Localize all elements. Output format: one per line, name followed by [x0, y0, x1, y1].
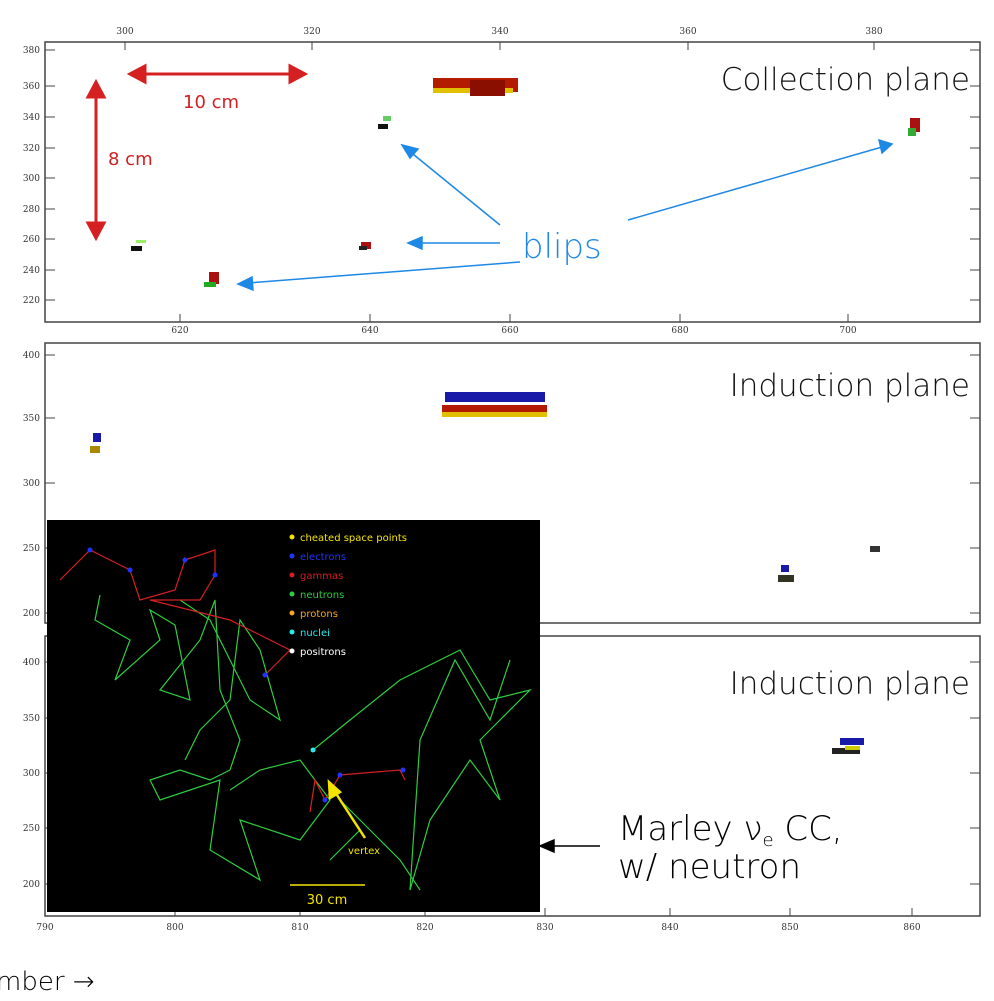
x-tick-label: 300: [116, 27, 133, 37]
inset-points: [87, 547, 406, 803]
legend-marker: [289, 534, 295, 540]
x-tick-label: 320: [303, 27, 320, 37]
legend-label: cheated space points: [300, 533, 407, 544]
y-tick-label: 360: [23, 82, 40, 92]
legend-label: positrons: [300, 647, 346, 658]
blip-arrows: [236, 138, 894, 292]
x-tick-label: 820: [416, 923, 433, 933]
panel-label: Induction plane: [730, 368, 970, 404]
axis-label: mber →: [0, 967, 95, 997]
y-tick-label: 350: [23, 414, 40, 424]
x-tick-label: 840: [661, 923, 678, 933]
legend-label: protons: [300, 609, 338, 620]
x-tick-label: 360: [679, 27, 696, 37]
annotation-arrows: [85, 63, 309, 242]
caption-arrow: [538, 838, 600, 854]
y-tick-label: 380: [23, 46, 40, 56]
legend-label: nuclei: [300, 628, 330, 639]
inset-annotation: vertex: [348, 846, 380, 857]
y-tick-label: 300: [23, 174, 40, 184]
x-tick-label: 700: [839, 326, 856, 336]
y-tick-label: 200: [23, 880, 40, 890]
caption-text: Marley ν: [618, 809, 762, 849]
y-tick-label: 300: [23, 769, 40, 779]
y-tick-label: 220: [23, 296, 40, 306]
legend-marker: [289, 629, 295, 635]
caption: w/ neutron: [618, 847, 801, 887]
panel-label: Collection plane: [721, 62, 970, 98]
x-tick-label: 810: [291, 923, 308, 933]
x-tick-label: 340: [491, 27, 508, 37]
y-tick-label: 260: [23, 235, 40, 245]
panel-label: Induction plane: [730, 666, 970, 702]
x-tick-label: 800: [166, 923, 183, 933]
y-tick-label: 250: [23, 824, 40, 834]
hits: [90, 392, 880, 582]
legend-marker: [289, 572, 295, 578]
y-tick-label: 300: [23, 479, 40, 489]
inset: [47, 520, 540, 912]
legend-label: electrons: [300, 552, 346, 563]
legend-label: neutrons: [300, 590, 344, 601]
hits: [131, 78, 920, 287]
y-tick-label: 400: [23, 658, 40, 668]
legend-marker: [289, 610, 295, 616]
x-tick-label: 640: [361, 326, 378, 336]
hits: [832, 738, 864, 754]
legend-label: gammas: [300, 571, 343, 582]
y-tick-label: 350: [23, 714, 40, 724]
x-tick-label: 620: [171, 326, 188, 336]
inset-legend: cheated space points electrons gammas neutr…: [289, 533, 407, 658]
x-tick-label: 830: [536, 923, 553, 933]
x-tick-label: 660: [501, 326, 518, 336]
caption-text: CC,: [774, 809, 843, 849]
y-tick-label: 400: [23, 351, 40, 361]
y-tick-label: 200: [23, 609, 40, 619]
y-tick-label: 280: [23, 205, 40, 215]
y-tick-label: 240: [23, 266, 40, 276]
x-tick-label: 860: [903, 923, 920, 933]
y-tick-label: 320: [23, 144, 40, 154]
legend-marker: [289, 553, 295, 559]
tick-group: 380 360 340 320 300 280 260 240 220 300 320 340 360 3…: [23, 27, 980, 933]
legend-marker: [289, 648, 295, 654]
y-tick-label: 340: [23, 113, 40, 123]
annotation: blips: [522, 227, 602, 267]
inset-annotation: 30 cm: [307, 893, 348, 908]
caption: Marley νe CC,: [618, 809, 843, 851]
x-tick-label: 790: [36, 923, 53, 933]
annotation: 8 cm: [108, 149, 153, 170]
x-tick-label: 380: [865, 27, 882, 37]
x-tick-label: 680: [671, 326, 688, 336]
vertex-arrow: [327, 779, 367, 839]
x-tick-label: 850: [781, 923, 798, 933]
caption-sub: e: [762, 830, 773, 851]
legend-marker: [289, 591, 295, 597]
y-tick-label: 250: [23, 544, 40, 554]
annotation: 10 cm: [183, 92, 239, 113]
